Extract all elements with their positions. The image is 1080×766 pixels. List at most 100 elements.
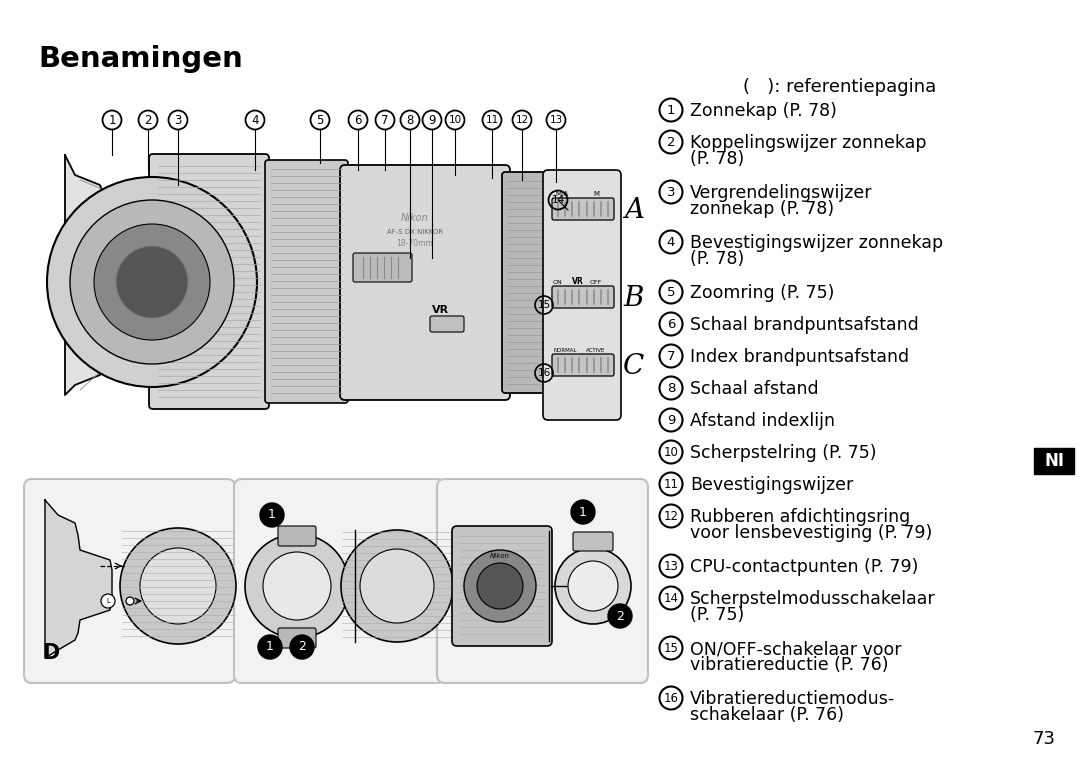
- Text: OFF: OFF: [590, 280, 603, 284]
- Text: 16: 16: [538, 368, 551, 378]
- Text: (P. 78): (P. 78): [690, 250, 744, 268]
- Text: 9: 9: [429, 113, 435, 126]
- Text: Bevestigingswijzer zonnekap: Bevestigingswijzer zonnekap: [690, 234, 943, 252]
- Text: 4: 4: [252, 113, 259, 126]
- Text: 9: 9: [666, 414, 675, 427]
- FancyBboxPatch shape: [502, 172, 553, 393]
- Text: 5: 5: [666, 286, 675, 299]
- Text: ON: ON: [553, 280, 563, 284]
- Circle shape: [341, 530, 453, 642]
- Text: Zoomring (P. 75): Zoomring (P. 75): [690, 284, 835, 302]
- Circle shape: [48, 177, 257, 387]
- Text: B: B: [624, 284, 644, 312]
- Text: 2: 2: [666, 136, 675, 149]
- Text: 7: 7: [666, 349, 675, 362]
- Polygon shape: [45, 500, 112, 658]
- Polygon shape: [65, 155, 150, 395]
- Circle shape: [477, 563, 523, 609]
- Text: M: M: [593, 191, 599, 197]
- Text: Zonnekap (P. 78): Zonnekap (P. 78): [690, 102, 837, 120]
- FancyBboxPatch shape: [573, 532, 613, 551]
- Text: AF-S DX NIKKOR: AF-S DX NIKKOR: [387, 229, 443, 235]
- Circle shape: [608, 604, 632, 628]
- Text: zonnekap (P. 78): zonnekap (P. 78): [690, 200, 834, 218]
- Text: schakelaar (P. 76): schakelaar (P. 76): [690, 706, 843, 724]
- Circle shape: [291, 635, 314, 659]
- FancyBboxPatch shape: [149, 154, 269, 409]
- FancyBboxPatch shape: [453, 526, 552, 646]
- Circle shape: [94, 224, 210, 340]
- Circle shape: [140, 548, 216, 624]
- Text: 18-70mm: 18-70mm: [396, 238, 433, 247]
- Text: 1: 1: [108, 113, 116, 126]
- Text: NORMAL: NORMAL: [553, 348, 577, 352]
- Text: M/A: M/A: [555, 191, 568, 197]
- Circle shape: [258, 635, 282, 659]
- Text: 1: 1: [666, 103, 675, 116]
- Text: 10: 10: [448, 115, 461, 125]
- Text: vibratiereductie (P. 76): vibratiereductie (P. 76): [690, 656, 889, 674]
- Text: 12: 12: [663, 509, 678, 522]
- Text: Schaal afstand: Schaal afstand: [690, 380, 819, 398]
- Text: 1: 1: [579, 506, 586, 519]
- FancyBboxPatch shape: [24, 479, 235, 683]
- Text: Nikon: Nikon: [401, 213, 429, 223]
- Text: (P. 78): (P. 78): [690, 150, 744, 168]
- Circle shape: [126, 597, 134, 605]
- FancyBboxPatch shape: [430, 316, 464, 332]
- Text: NI: NI: [1044, 452, 1064, 470]
- Circle shape: [102, 594, 114, 608]
- Text: Vibratiereductiemodus-: Vibratiereductiemodus-: [690, 690, 895, 708]
- Text: 73: 73: [1032, 730, 1055, 748]
- FancyBboxPatch shape: [1034, 448, 1074, 474]
- FancyBboxPatch shape: [278, 628, 316, 648]
- Circle shape: [260, 503, 284, 527]
- Text: 16: 16: [663, 692, 678, 705]
- Text: 2: 2: [616, 610, 624, 623]
- Text: 5: 5: [316, 113, 324, 126]
- Text: Vergrendelingswijzer: Vergrendelingswijzer: [690, 184, 873, 202]
- FancyBboxPatch shape: [437, 479, 648, 683]
- Text: D: D: [42, 643, 59, 663]
- Text: 8: 8: [406, 113, 414, 126]
- Text: Benamingen: Benamingen: [38, 45, 243, 73]
- Text: 14: 14: [663, 591, 678, 604]
- Text: Scherpstelring (P. 75): Scherpstelring (P. 75): [690, 444, 877, 462]
- Text: 4: 4: [666, 235, 675, 248]
- Text: 2: 2: [298, 640, 306, 653]
- FancyBboxPatch shape: [552, 198, 615, 220]
- Text: Bevestigingswijzer: Bevestigingswijzer: [690, 476, 853, 494]
- Text: C: C: [623, 352, 645, 379]
- FancyBboxPatch shape: [340, 165, 510, 400]
- Text: 3: 3: [666, 185, 675, 198]
- Text: Schaal brandpuntsafstand: Schaal brandpuntsafstand: [690, 316, 919, 334]
- Text: 2: 2: [145, 113, 152, 126]
- Text: 13: 13: [550, 115, 563, 125]
- Text: Afstand indexlijn: Afstand indexlijn: [690, 412, 835, 430]
- Text: 12: 12: [515, 115, 528, 125]
- Text: 15: 15: [663, 641, 678, 654]
- Text: 6: 6: [666, 317, 675, 330]
- Text: Nikon: Nikon: [490, 553, 510, 559]
- FancyBboxPatch shape: [234, 479, 445, 683]
- FancyBboxPatch shape: [265, 160, 348, 403]
- FancyBboxPatch shape: [552, 286, 615, 308]
- FancyBboxPatch shape: [543, 170, 621, 420]
- Text: Koppelingswijzer zonnekap: Koppelingswijzer zonnekap: [690, 134, 927, 152]
- FancyBboxPatch shape: [552, 354, 615, 376]
- Text: A: A: [624, 197, 644, 224]
- Text: 11: 11: [663, 477, 678, 490]
- Circle shape: [464, 550, 536, 622]
- Text: CPU-contactpunten (P. 79): CPU-contactpunten (P. 79): [690, 558, 918, 576]
- Text: voor lensbevestiging (P. 79): voor lensbevestiging (P. 79): [690, 524, 932, 542]
- Text: 3: 3: [174, 113, 181, 126]
- Text: 8: 8: [666, 381, 675, 394]
- Text: VR: VR: [572, 277, 584, 286]
- Circle shape: [245, 534, 349, 638]
- Text: 10: 10: [663, 446, 678, 459]
- Circle shape: [116, 246, 188, 318]
- Text: Rubberen afdichtingsring: Rubberen afdichtingsring: [690, 508, 910, 526]
- Text: 13: 13: [663, 559, 678, 572]
- Circle shape: [571, 500, 595, 524]
- Circle shape: [70, 200, 234, 364]
